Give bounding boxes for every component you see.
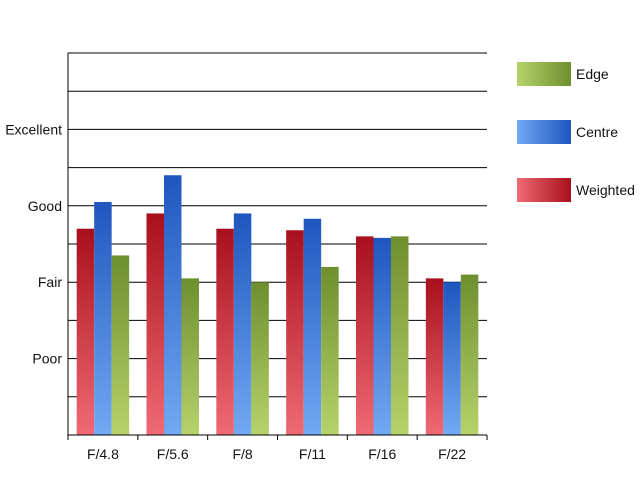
bar-weighted-f-5-6	[146, 213, 164, 435]
bar-centre-f-11	[303, 218, 322, 435]
legend-item-centre: Centre	[517, 120, 618, 144]
bar-edge-f-11	[321, 266, 339, 435]
legend-label-weighted: Weighted	[576, 182, 635, 198]
bar-weighted-f-16	[356, 236, 374, 435]
legend-swatch-centre	[517, 120, 571, 144]
legend-swatch-weighted	[517, 178, 571, 202]
bar-centre-f-5-6	[164, 175, 182, 436]
y-tick-label-poor: Poor	[32, 351, 62, 367]
bar-centre-f-4-8	[94, 201, 112, 435]
bar-weighted-f-4-8	[76, 228, 95, 435]
bar-weighted-f-11	[286, 230, 304, 435]
legend-label-edge: Edge	[576, 66, 609, 82]
legend-item-edge: Edge	[517, 62, 609, 86]
x-tick-labels: F/4.8 F/5.6 F/8 F/11 F/16 F/22	[87, 446, 466, 462]
x-tick-label-f-22: F/22	[438, 446, 466, 462]
legend: Edge Centre Weighted	[517, 62, 635, 202]
x-tick-label-f-5-6: F/5.6	[157, 446, 189, 462]
legend-label-centre: Centre	[576, 124, 618, 140]
bar-weighted-f-8	[216, 228, 234, 435]
bar-edge-f-22	[460, 274, 479, 435]
legend-item-weighted: Weighted	[517, 178, 635, 202]
bar-centre-f-8	[233, 213, 252, 435]
y-tick-label-fair: Fair	[38, 274, 62, 290]
bar-weighted-f-22	[425, 278, 444, 435]
x-tick-label-f-4-8: F/4.8	[87, 446, 119, 462]
y-tick-labels: Poor Fair Good Excellent	[5, 121, 62, 366]
bars	[76, 175, 479, 436]
bar-edge-f-5-6	[181, 278, 199, 435]
bar-edge-f-4-8	[111, 255, 130, 435]
bar-edge-f-8	[251, 282, 269, 435]
legend-swatch-edge	[517, 62, 571, 86]
x-tick-label-f-8: F/8	[232, 446, 252, 462]
y-tick-label-excellent: Excellent	[5, 121, 62, 137]
bar-edge-f-16	[391, 236, 409, 435]
y-tick-label-good: Good	[28, 198, 62, 214]
x-tick-label-f-11: F/11	[299, 446, 326, 462]
x-tick-label-f-16: F/16	[368, 446, 396, 462]
bar-centre-f-22	[443, 282, 461, 435]
bar-centre-f-16	[373, 237, 391, 435]
grid-lines	[68, 52, 487, 398]
axes	[67, 53, 488, 440]
